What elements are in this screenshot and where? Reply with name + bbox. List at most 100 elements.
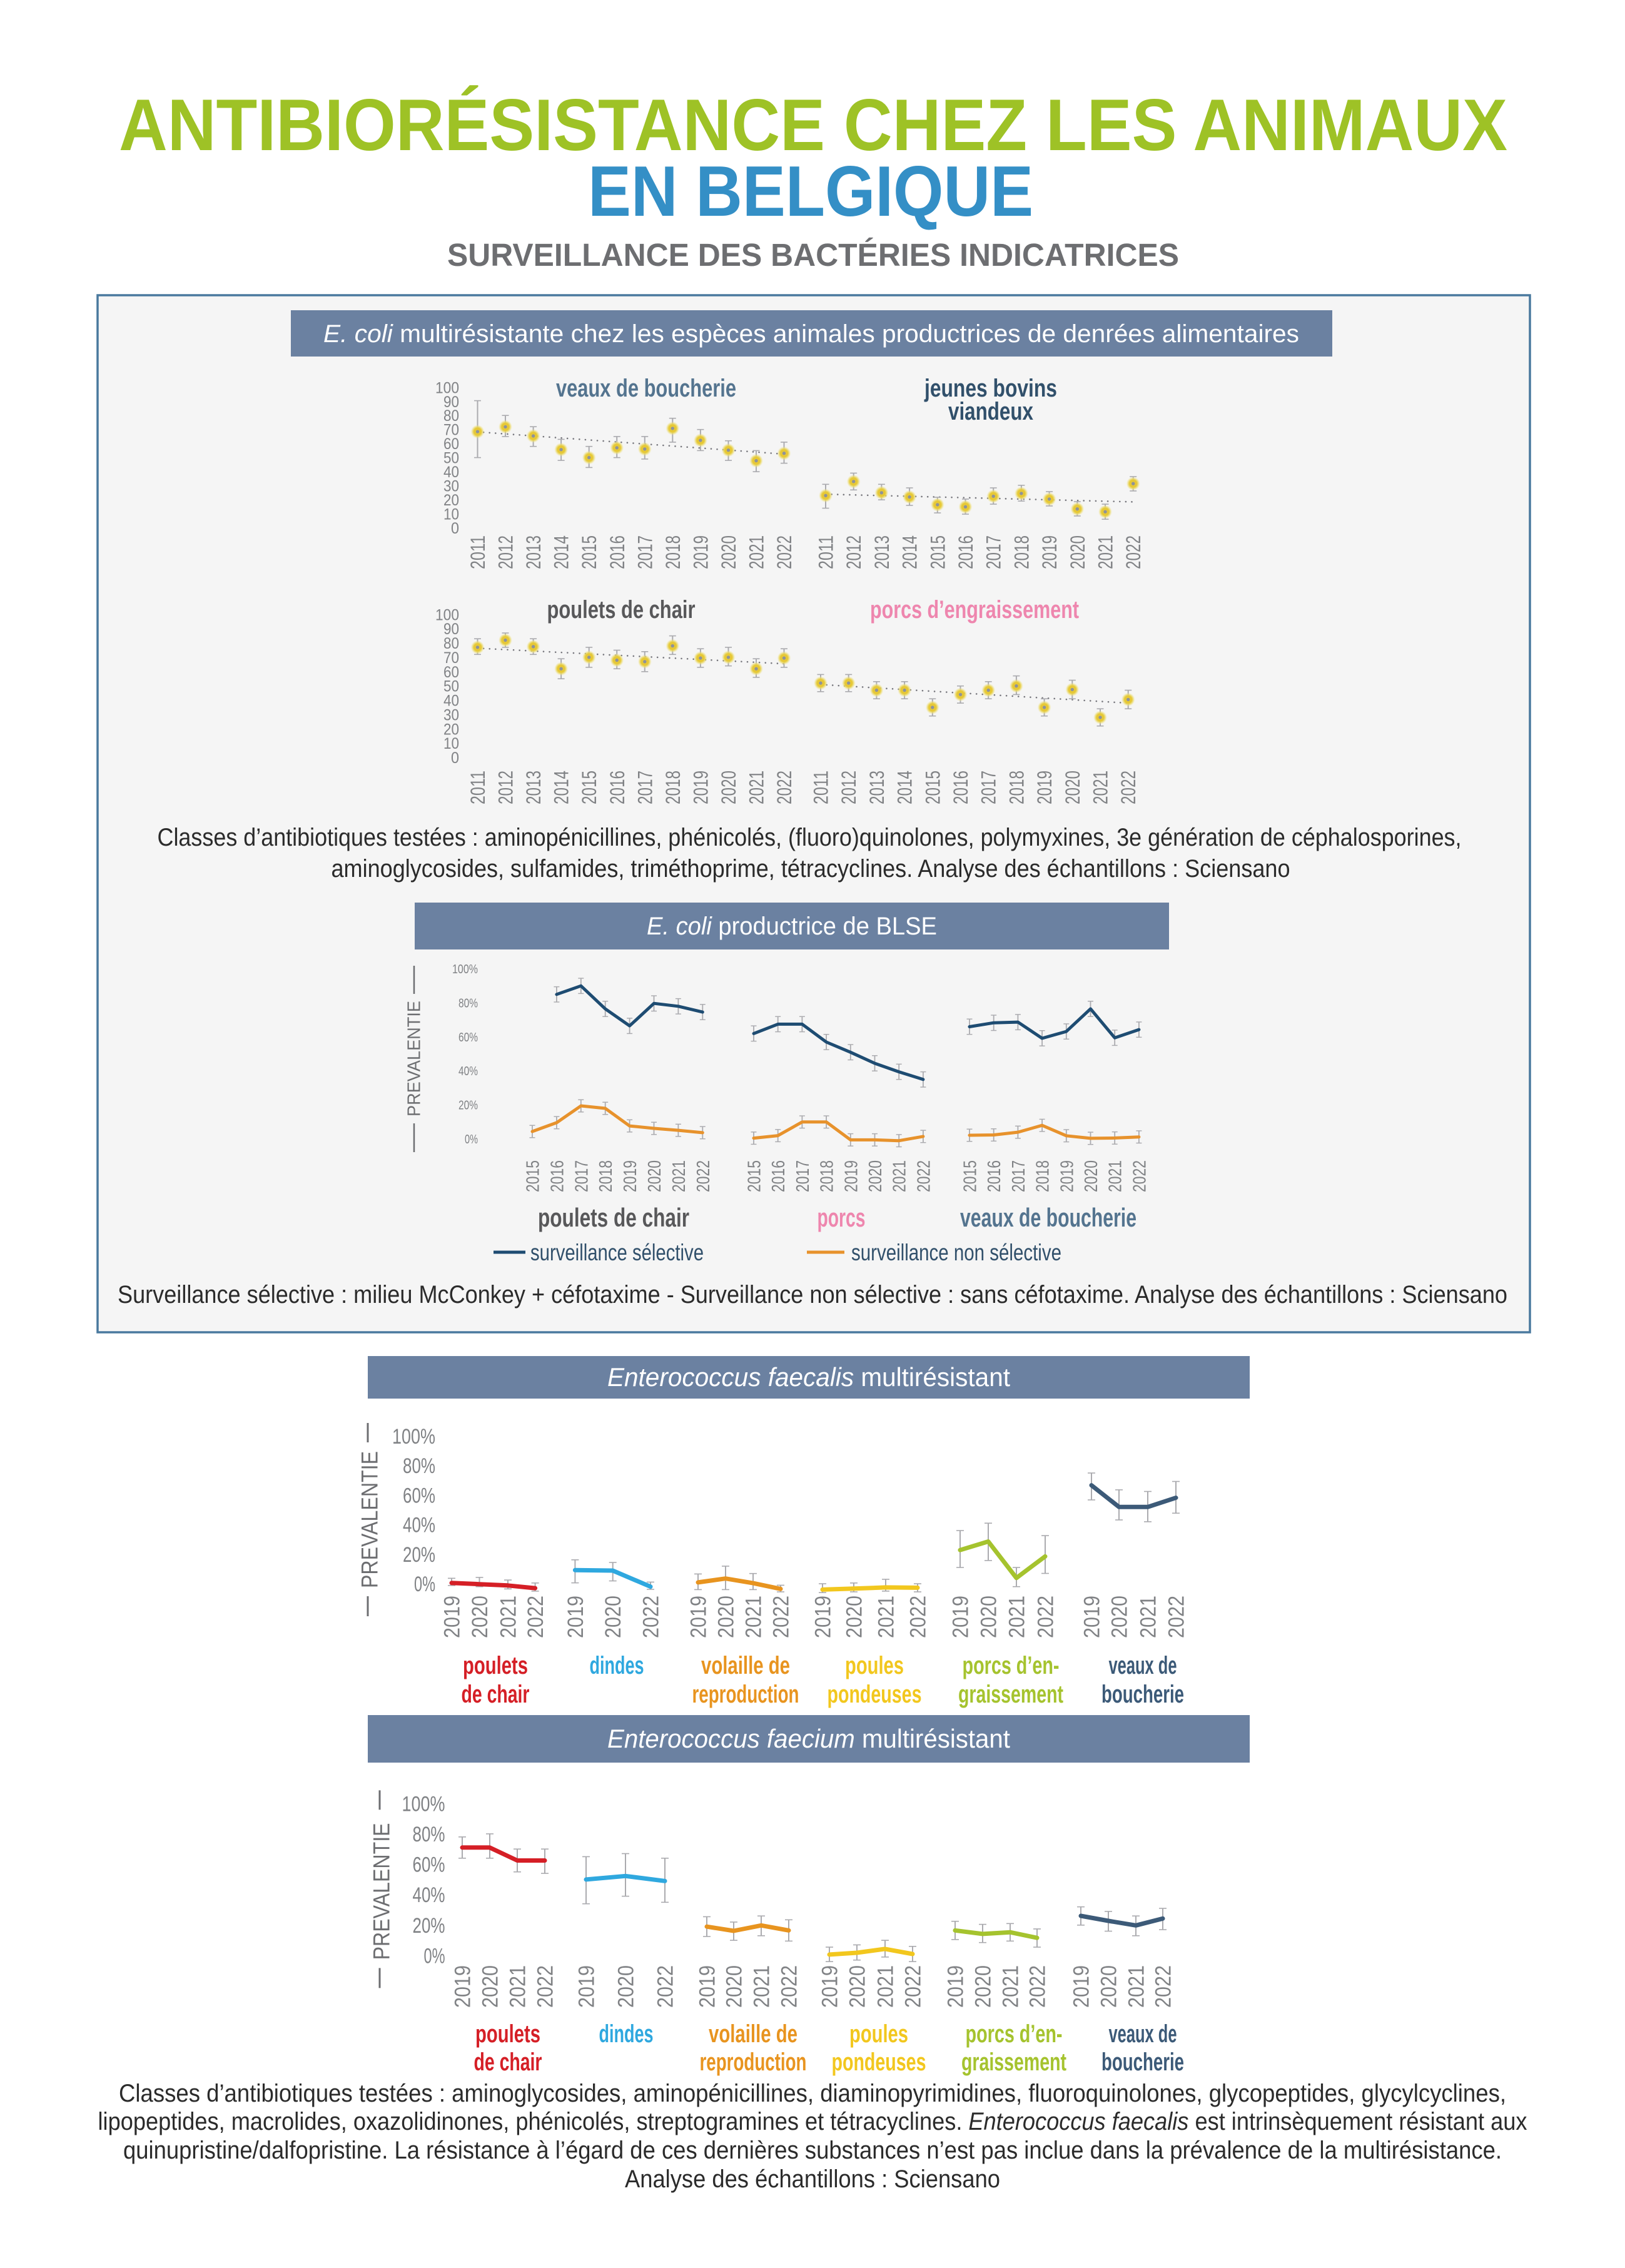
svg-text:2019: 2019 (1033, 771, 1056, 804)
svg-text:2019: 2019 (687, 1596, 711, 1638)
svg-text:veaux de: veaux de (1109, 1652, 1177, 1679)
svg-text:2020: 2020 (614, 1965, 639, 2008)
svg-text:2018: 2018 (1010, 535, 1033, 569)
svg-text:2021: 2021 (1136, 1596, 1161, 1638)
svg-text:2022: 2022 (901, 1965, 926, 2008)
svg-text:porcs d’en-: porcs d’en- (963, 1652, 1060, 1679)
svg-text:dindes: dindes (590, 1652, 644, 1679)
svg-text:2020: 2020 (843, 1596, 867, 1638)
svg-text:PREVALENTIE: PREVALENTIE (405, 1001, 425, 1116)
svg-text:40%: 40% (458, 1065, 478, 1078)
svg-text:2018: 2018 (662, 535, 684, 569)
svg-text:2021: 2021 (1005, 1596, 1030, 1638)
svg-text:de chair: de chair (474, 2048, 542, 2076)
svg-text:20%: 20% (403, 1543, 435, 1567)
svg-text:2022: 2022 (914, 1160, 934, 1192)
svg-text:2021: 2021 (1106, 1160, 1126, 1192)
svg-text:2017: 2017 (572, 1160, 592, 1192)
svg-text:2022: 2022 (773, 771, 796, 804)
svg-text:2021: 2021 (1090, 771, 1112, 804)
svg-text:40%: 40% (403, 1514, 435, 1537)
svg-text:2021: 2021 (669, 1160, 689, 1192)
svg-text:pondeuses: pondeuses (828, 1681, 922, 1708)
svg-text:2015: 2015 (921, 771, 944, 804)
svg-text:2012: 2012 (495, 535, 517, 569)
svg-text:2019: 2019 (1080, 1596, 1105, 1638)
svg-text:2020: 2020 (1061, 771, 1084, 804)
svg-text:2019: 2019 (440, 1596, 465, 1638)
svg-text:2022: 2022 (524, 1596, 548, 1638)
svg-text:porcs: porcs (818, 1203, 866, 1232)
svg-text:80%: 80% (458, 996, 478, 1010)
svg-text:Enterococcus faecalis multirés: Enterococcus faecalis multirésistant (607, 1362, 1010, 1392)
svg-text:2017: 2017 (1009, 1160, 1029, 1192)
svg-text:2013: 2013 (522, 771, 545, 804)
svg-text:poulets: poulets (463, 1652, 528, 1679)
svg-text:2021: 2021 (742, 1596, 766, 1638)
svg-text:2022: 2022 (773, 535, 796, 569)
svg-text:2021: 2021 (746, 535, 768, 569)
svg-text:2022: 2022 (1152, 1965, 1176, 2008)
svg-text:40: 40 (443, 463, 459, 481)
svg-text:50: 50 (443, 450, 459, 467)
svg-text:graissement: graissement (958, 1681, 1063, 1708)
svg-text:2022: 2022 (654, 1965, 678, 2008)
svg-text:80%: 80% (413, 1823, 445, 1846)
svg-text:Analyse des échantillons : Sci: Analyse des échantillons : Sciensano (625, 2165, 1000, 2193)
svg-text:2013: 2013 (871, 535, 893, 569)
svg-text:20: 20 (443, 492, 459, 509)
svg-text:2022: 2022 (1130, 1160, 1150, 1192)
svg-text:2020: 2020 (1081, 1160, 1101, 1192)
svg-text:2022: 2022 (1034, 1596, 1058, 1638)
svg-text:PREVALENTIE: PREVALENTIE (357, 1451, 383, 1588)
svg-text:2011: 2011 (815, 535, 838, 569)
svg-text:2021: 2021 (999, 1965, 1023, 2008)
svg-text:lipopeptides, macrolides, oxaz: lipopeptides, macrolides, oxazolidinones… (98, 2108, 1527, 2135)
svg-text:2022: 2022 (1122, 535, 1145, 569)
svg-text:70: 70 (443, 649, 459, 667)
svg-text:2022: 2022 (1165, 1596, 1189, 1638)
svg-text:2015: 2015 (926, 535, 949, 569)
svg-text:2018: 2018 (818, 1160, 838, 1192)
svg-text:70: 70 (443, 422, 459, 439)
svg-text:SURVEILLANCE DES BACTÉRIES IND: SURVEILLANCE DES BACTÉRIES INDICATRICES (447, 237, 1179, 273)
svg-text:veaux de boucherie: veaux de boucherie (960, 1203, 1136, 1232)
svg-text:reproduction: reproduction (700, 2048, 807, 2076)
svg-text:boucherie: boucherie (1101, 2048, 1184, 2076)
svg-text:30: 30 (443, 478, 459, 495)
svg-text:Classes d’antibiotiques testée: Classes d’antibiotiques testées : aminop… (158, 824, 1462, 851)
svg-text:90: 90 (443, 393, 459, 411)
svg-text:2022: 2022 (777, 1965, 802, 2008)
svg-text:2020: 2020 (1097, 1965, 1121, 2008)
svg-text:2019: 2019 (451, 1965, 475, 2008)
svg-text:2021: 2021 (497, 1596, 521, 1638)
svg-text:0: 0 (451, 520, 459, 537)
svg-text:2018: 2018 (1005, 771, 1028, 804)
svg-text:2019: 2019 (1057, 1160, 1077, 1192)
svg-text:2014: 2014 (550, 535, 573, 569)
svg-text:2019: 2019 (1038, 535, 1061, 569)
svg-text:2020: 2020 (601, 1596, 625, 1638)
svg-text:100%: 100% (452, 963, 478, 976)
svg-text:2016: 2016 (769, 1160, 789, 1192)
svg-text:2019: 2019 (811, 1596, 836, 1638)
svg-text:0%: 0% (414, 1572, 435, 1596)
svg-text:poulets: poulets (475, 2020, 540, 2048)
svg-text:2017: 2017 (983, 535, 1005, 569)
svg-text:90: 90 (443, 620, 459, 638)
svg-text:2019: 2019 (944, 1965, 968, 2008)
svg-text:2021: 2021 (506, 1965, 530, 2008)
svg-text:E. coli multirésistante chez l: E. coli multirésistante chez les espèces… (323, 320, 1299, 348)
svg-text:2016: 2016 (985, 1160, 1005, 1192)
svg-text:2021: 2021 (1095, 535, 1117, 569)
svg-text:poulets de chair: poulets de chair (547, 596, 696, 624)
svg-text:2016: 2016 (954, 535, 977, 569)
svg-text:surveillance non sélective: surveillance non sélective (851, 1240, 1061, 1265)
svg-text:2019: 2019 (620, 1160, 640, 1192)
svg-text:100: 100 (435, 379, 459, 397)
svg-text:20: 20 (443, 721, 459, 738)
svg-text:20%: 20% (458, 1099, 478, 1113)
svg-text:2021: 2021 (890, 1160, 910, 1192)
svg-text:2016: 2016 (606, 771, 629, 804)
svg-text:Enterococcus faecium multirési: Enterococcus faecium multirésistant (607, 1724, 1010, 1753)
